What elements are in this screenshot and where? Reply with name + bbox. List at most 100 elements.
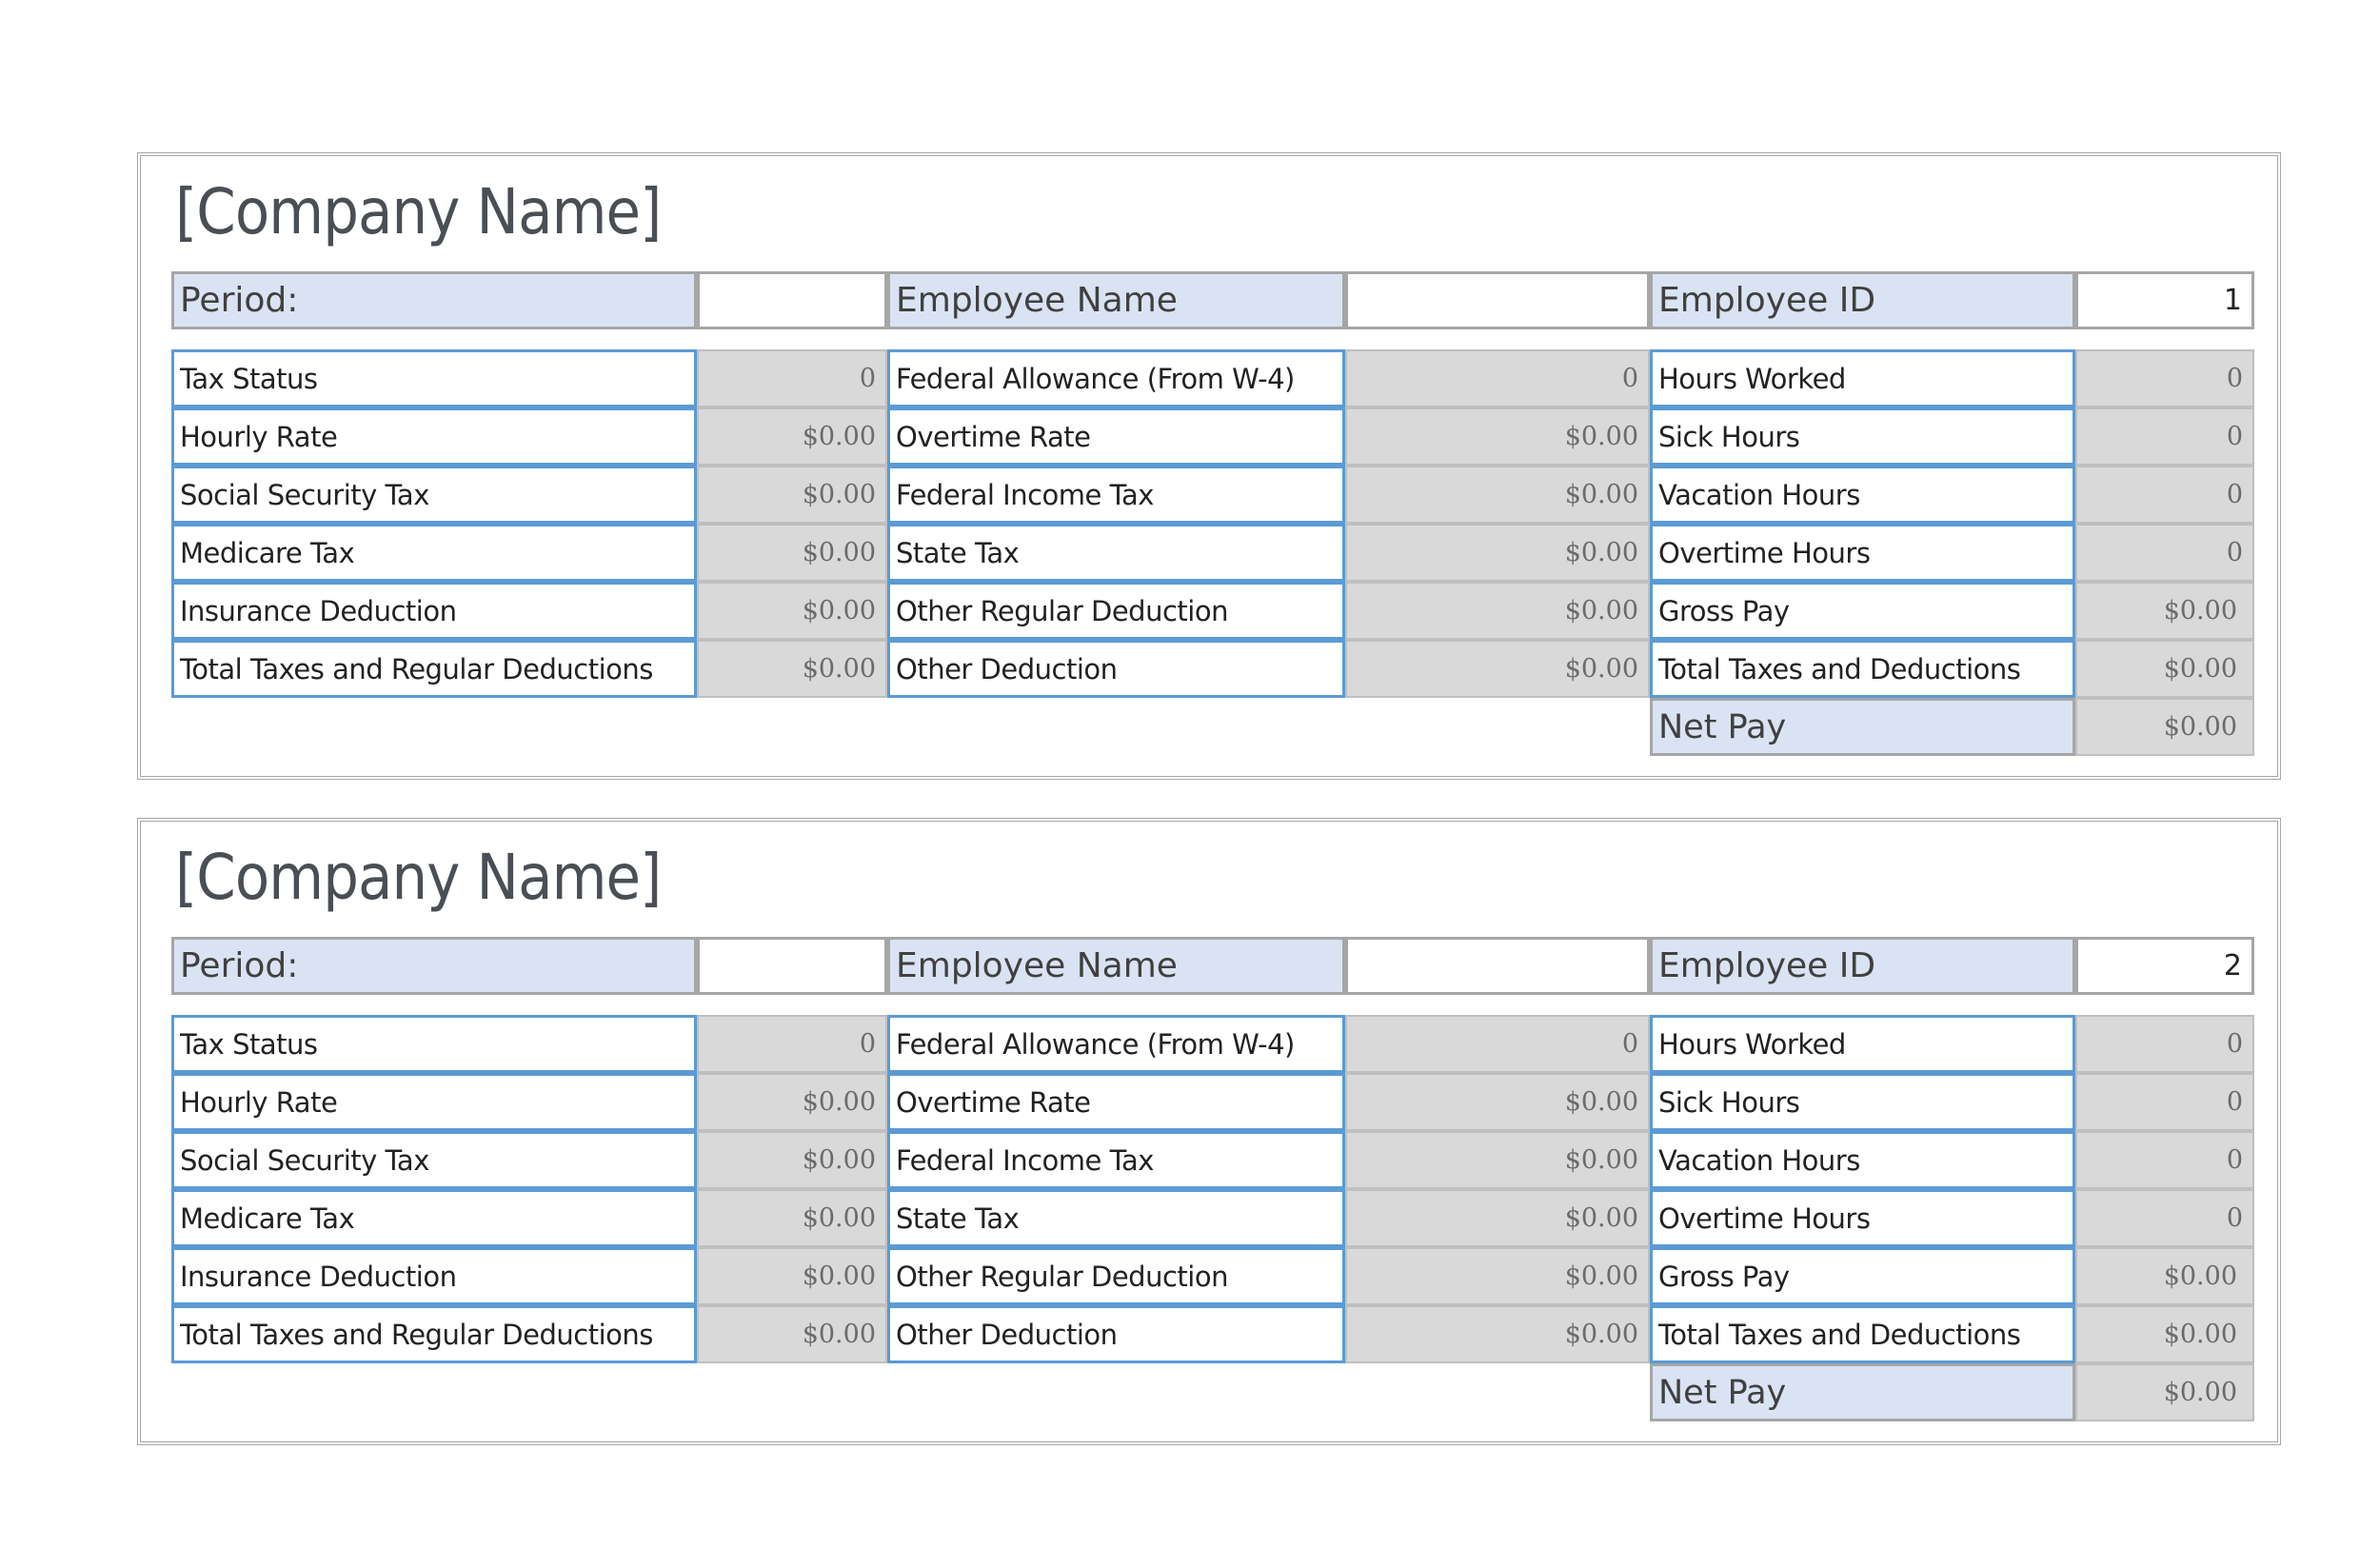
field-label: Overtime Hours [1650, 1189, 2075, 1247]
spacer [697, 698, 887, 756]
field-label: Hourly Rate [171, 1073, 697, 1131]
net-pay-row: Net Pay $0.00 [171, 1363, 2254, 1421]
net-pay-row: Net Pay $0.00 [171, 698, 2254, 756]
net-pay-value[interactable]: $0.00 [2075, 698, 2254, 756]
employee-name-field[interactable] [1345, 271, 1650, 329]
field-value[interactable]: 0 [2075, 1073, 2254, 1131]
field-value[interactable]: $0.00 [697, 640, 887, 698]
field-value[interactable]: 0 [2075, 407, 2254, 466]
employee-name-label: Employee Name [887, 937, 1345, 995]
spacer [1345, 698, 1650, 756]
field-value[interactable]: $0.00 [1345, 1073, 1650, 1131]
field-value[interactable]: $0.00 [2075, 582, 2254, 640]
field-value[interactable]: $0.00 [2075, 1305, 2254, 1363]
field-value[interactable]: $0.00 [697, 1305, 887, 1363]
field-label: Overtime Rate [887, 1073, 1345, 1131]
company-name: [Company Name] [175, 175, 662, 248]
spacer [887, 698, 1345, 756]
field-label: Medicare Tax [171, 524, 697, 582]
employee-id-label: Employee ID [1650, 937, 2075, 995]
field-label: Federal Allowance (From W-4) [887, 349, 1345, 407]
field-value[interactable]: $0.00 [1345, 1189, 1650, 1247]
field-label: Social Security Tax [171, 466, 697, 524]
field-value[interactable]: $0.00 [697, 466, 887, 524]
data-row: Social Security Tax $0.00 Federal Income T… [171, 1131, 2254, 1189]
field-value[interactable]: 0 [2075, 524, 2254, 582]
employee-id-field[interactable]: 1 [2075, 271, 2254, 329]
data-row: Hourly Rate $0.00 Overtime Rate $0.00 Sick H… [171, 407, 2254, 466]
field-label: State Tax [887, 524, 1345, 582]
pay-stub: [Company Name] Period: Employee Name Employ… [137, 152, 2281, 780]
data-row: Medicare Tax $0.00 State Tax $0.00 Overtime … [171, 1189, 2254, 1247]
field-label: Social Security Tax [171, 1131, 697, 1189]
field-value[interactable]: 0 [697, 1015, 887, 1073]
field-value[interactable]: $0.00 [2075, 1247, 2254, 1305]
field-value[interactable]: 0 [2075, 466, 2254, 524]
net-pay-label: Net Pay [1650, 1363, 2075, 1421]
field-value[interactable]: $0.00 [1345, 640, 1650, 698]
field-label: Hours Worked [1650, 1015, 2075, 1073]
field-label: Hours Worked [1650, 349, 2075, 407]
period-label: Period: [171, 937, 697, 995]
employee-id-label: Employee ID [1650, 271, 2075, 329]
field-label: Other Regular Deduction [887, 582, 1345, 640]
data-row: Tax Status 0 Federal Allowance (From W-4) 0… [171, 349, 2254, 407]
field-label: Federal Income Tax [887, 466, 1345, 524]
field-value[interactable]: $0.00 [1345, 1247, 1650, 1305]
field-label: Medicare Tax [171, 1189, 697, 1247]
field-label: Other Deduction [887, 1305, 1345, 1363]
period-field[interactable] [697, 937, 887, 995]
field-value[interactable]: $0.00 [697, 1247, 887, 1305]
field-value[interactable]: 0 [2075, 349, 2254, 407]
field-value[interactable]: 0 [697, 349, 887, 407]
field-value[interactable]: $0.00 [2075, 640, 2254, 698]
field-value[interactable]: $0.00 [697, 1073, 887, 1131]
field-value[interactable]: $0.00 [1345, 1305, 1650, 1363]
field-label: Federal Allowance (From W-4) [887, 1015, 1345, 1073]
field-value[interactable]: 0 [1345, 349, 1650, 407]
period-label: Period: [171, 271, 697, 329]
data-row: Insurance Deduction $0.00 Other Regular De… [171, 1247, 2254, 1305]
field-label: Total Taxes and Deductions [1650, 1305, 2075, 1363]
field-value[interactable]: $0.00 [1345, 407, 1650, 466]
field-value[interactable]: $0.00 [697, 582, 887, 640]
field-label: Federal Income Tax [887, 1131, 1345, 1189]
field-label: Total Taxes and Regular Deductions [171, 640, 697, 698]
field-value[interactable]: $0.00 [1345, 466, 1650, 524]
field-value[interactable]: $0.00 [1345, 1131, 1650, 1189]
spacer [1345, 1363, 1650, 1421]
field-label: Vacation Hours [1650, 466, 2075, 524]
field-value[interactable]: 0 [1345, 1015, 1650, 1073]
period-field[interactable] [697, 271, 887, 329]
field-value[interactable]: $0.00 [1345, 524, 1650, 582]
field-label: Gross Pay [1650, 582, 2075, 640]
field-value[interactable]: 0 [2075, 1131, 2254, 1189]
net-pay-value[interactable]: $0.00 [2075, 1363, 2254, 1421]
company-name: [Company Name] [175, 841, 662, 914]
header-row: Period: Employee Name Employee ID 2 [171, 937, 2254, 995]
field-label: Other Deduction [887, 640, 1345, 698]
data-row: Insurance Deduction $0.00 Other Regular De… [171, 582, 2254, 640]
field-label: Tax Status [171, 349, 697, 407]
data-row: Total Taxes and Regular Deductions $0.00 O… [171, 640, 2254, 698]
field-label: Total Taxes and Deductions [1650, 640, 2075, 698]
field-value[interactable]: 0 [2075, 1015, 2254, 1073]
field-label: Sick Hours [1650, 1073, 2075, 1131]
field-value[interactable]: $0.00 [1345, 582, 1650, 640]
field-value[interactable]: 0 [2075, 1189, 2254, 1247]
field-label: Insurance Deduction [171, 582, 697, 640]
field-value[interactable]: $0.00 [697, 524, 887, 582]
spacer [697, 1363, 887, 1421]
employee-name-field[interactable] [1345, 937, 1650, 995]
field-label: Hourly Rate [171, 407, 697, 466]
field-value[interactable]: $0.00 [697, 1189, 887, 1247]
field-label: Tax Status [171, 1015, 697, 1073]
field-label: State Tax [887, 1189, 1345, 1247]
data-row: Tax Status 0 Federal Allowance (From W-4) 0… [171, 1015, 2254, 1073]
field-value[interactable]: $0.00 [697, 407, 887, 466]
data-row: Social Security Tax $0.00 Federal Income T… [171, 466, 2254, 524]
employee-id-field[interactable]: 2 [2075, 937, 2254, 995]
field-value[interactable]: $0.00 [697, 1131, 887, 1189]
field-label: Insurance Deduction [171, 1247, 697, 1305]
field-label: Other Regular Deduction [887, 1247, 1345, 1305]
